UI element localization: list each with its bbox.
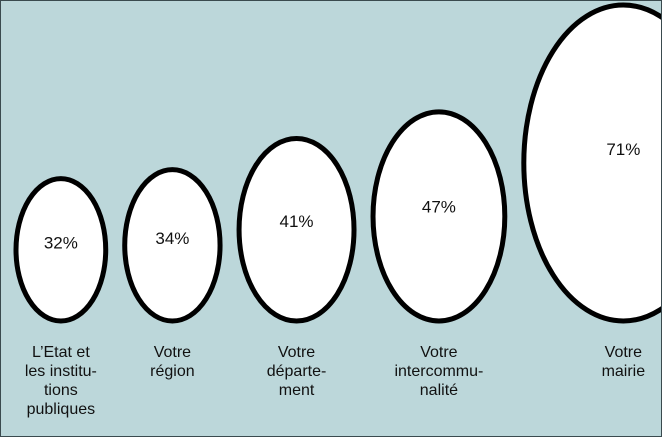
bubble bbox=[122, 167, 223, 324]
bubble bbox=[370, 109, 508, 324]
category-label: Votre départe- ment bbox=[266, 344, 327, 399]
category-label: Votre mairie bbox=[601, 344, 646, 380]
bubble bbox=[521, 2, 661, 324]
category-label: Votre région bbox=[150, 344, 195, 380]
value-label: 32% bbox=[44, 234, 78, 253]
value-label: 71% bbox=[606, 140, 640, 159]
category-label: Votre intercommu- nalité bbox=[394, 344, 484, 399]
bubble bbox=[236, 136, 357, 324]
bubble bbox=[13, 176, 109, 324]
value-label: 41% bbox=[280, 212, 314, 231]
value-label: 47% bbox=[422, 198, 456, 217]
category-label: L’Etat et les institu- tions publiques bbox=[24, 344, 97, 418]
value-label: 34% bbox=[155, 229, 189, 248]
